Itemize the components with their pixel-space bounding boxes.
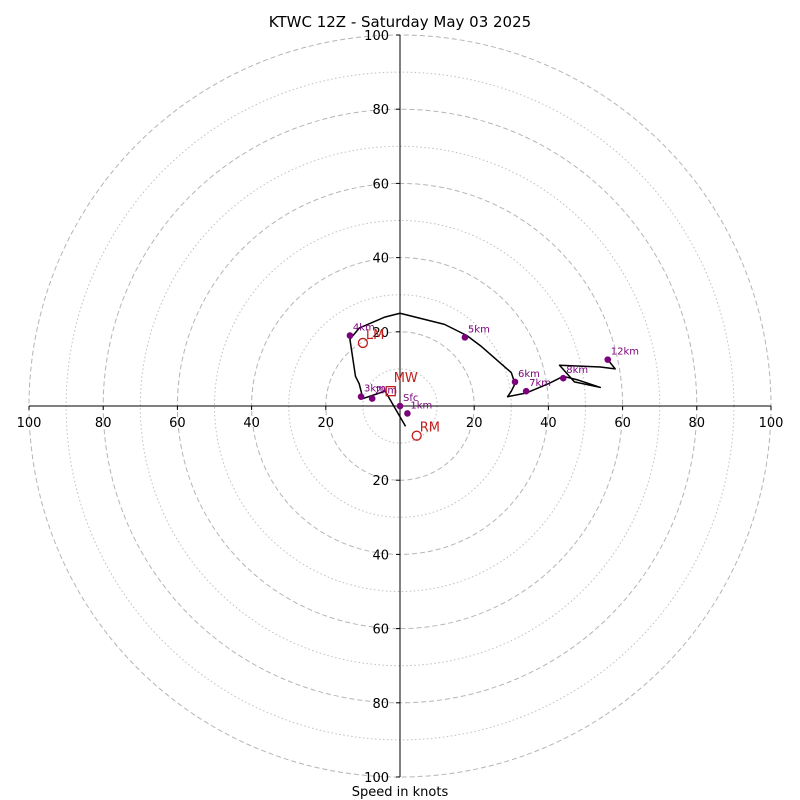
height-label-12km: 12km — [611, 347, 639, 358]
y-tick-label: 40 — [372, 252, 389, 267]
y-tick-label: 80 — [372, 697, 389, 712]
x-tick-label: 40 — [540, 416, 557, 431]
x-tick-label: 100 — [17, 416, 42, 431]
x-axis-label: Speed in knots — [352, 785, 449, 800]
height-label-4km: 4km — [353, 323, 375, 334]
storm-label-RM: RM — [420, 421, 440, 436]
y-tick-label: 80 — [372, 103, 389, 118]
y-tick-label: 20 — [372, 326, 389, 341]
x-tick-label: 60 — [614, 416, 631, 431]
height-label-6km: 6km — [518, 369, 540, 380]
height-marker-12km — [604, 356, 612, 363]
height-label-1km: 1km — [410, 400, 432, 411]
x-axis-ticks: 100 80 60 40 20 20 40 60 80 100 — [17, 406, 784, 431]
height-marker-Sfc — [396, 402, 404, 410]
x-tick-label: 80 — [95, 416, 112, 431]
storm-marker-LM — [357, 337, 369, 349]
height-marker-5km — [461, 334, 469, 341]
x-tick-label: 100 — [759, 416, 784, 431]
height-label-7km: 7km — [529, 378, 551, 389]
hodograph-line — [349, 312, 616, 427]
chart-title: KTWC 12Z - Saturday May 03 2025 — [269, 13, 531, 31]
height-label-3km: 3km — [364, 384, 386, 395]
height-marker-8km — [559, 374, 567, 382]
height-marker-6km — [511, 378, 519, 386]
y-tick-label: 100 — [364, 29, 389, 44]
height-marker-4km — [346, 332, 354, 339]
y-tick-label: 100 — [364, 771, 389, 786]
y-tick-label: 60 — [372, 177, 389, 192]
height-label-5km: 5km — [468, 324, 490, 335]
storm-label-LM: LM — [366, 328, 384, 343]
y-tick-label: 60 — [372, 623, 389, 638]
height-marker-7km — [522, 387, 530, 395]
height-label-8km: 8km — [566, 365, 588, 376]
height-marker-2km — [368, 395, 376, 402]
x-tick-label: 60 — [169, 416, 186, 431]
y-tick-label: 40 — [372, 548, 389, 563]
storm-marker-RM — [411, 430, 422, 441]
storm-marker-MW — [385, 386, 396, 397]
x-tick-label: 80 — [689, 416, 706, 431]
x-tick-label: 20 — [318, 416, 335, 431]
x-tick-label: 40 — [243, 416, 260, 431]
y-axis-ticks: 100 80 60 40 20 20 40 60 80 100 — [364, 29, 400, 786]
y-tick-label: 20 — [372, 474, 389, 489]
height-marker-3km — [357, 393, 365, 401]
height-marker-1km — [404, 410, 411, 417]
storm-motion-markers: LM MW RM — [357, 328, 440, 441]
storm-label-MW: MW — [394, 371, 418, 386]
height-label-Sfc: Sfc — [403, 393, 418, 404]
x-tick-label: 20 — [466, 416, 483, 431]
